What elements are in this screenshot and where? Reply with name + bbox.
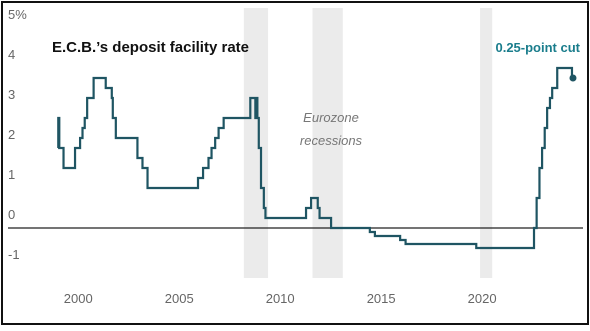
rate-line bbox=[57, 66, 574, 250]
recession-label: Eurozone bbox=[303, 110, 359, 125]
end-dot bbox=[569, 74, 577, 82]
y-tick-label: 4 bbox=[8, 47, 15, 62]
y-tick-label: 3 bbox=[8, 87, 15, 102]
recession-band bbox=[312, 8, 343, 278]
y-tick-label: -1 bbox=[8, 247, 20, 262]
x-tick-label: 2015 bbox=[367, 291, 396, 306]
y-tick-label: 2 bbox=[8, 127, 15, 142]
recession-band bbox=[243, 8, 269, 278]
recession-label: recessions bbox=[300, 133, 363, 148]
x-tick-label: 2010 bbox=[266, 291, 295, 306]
y-tick-label: 1 bbox=[8, 167, 15, 182]
y-tick-label: 5% bbox=[8, 7, 27, 22]
y-tick-label: 0 bbox=[8, 207, 15, 222]
chart-title: E.C.B.’s deposit facility rate bbox=[52, 39, 249, 56]
annotation: 0.25-point cut bbox=[495, 40, 580, 55]
x-tick-label: 2005 bbox=[165, 291, 194, 306]
recession-band bbox=[480, 8, 493, 278]
x-tick-label: 2000 bbox=[64, 291, 93, 306]
x-tick-label: 2020 bbox=[468, 291, 497, 306]
